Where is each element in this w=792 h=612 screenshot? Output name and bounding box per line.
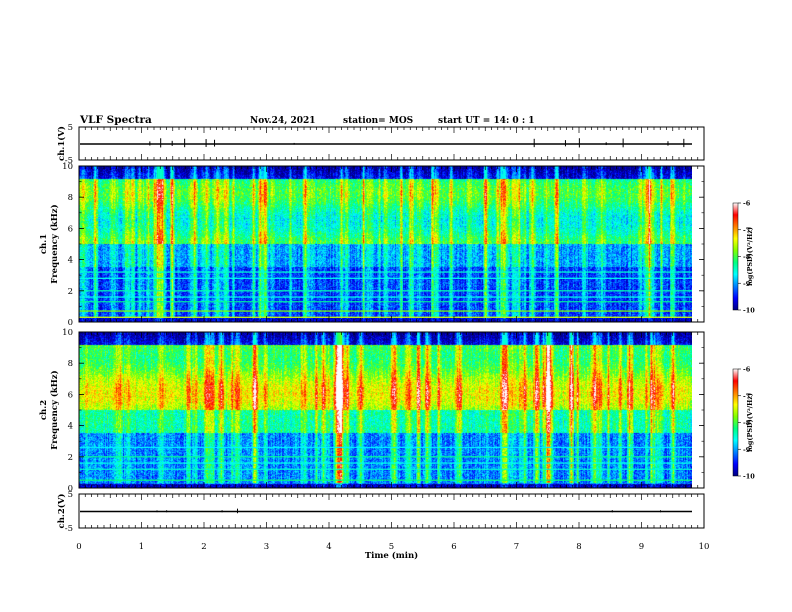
y-tick-label: 2 (68, 453, 73, 463)
y-axis-label: ch.2 (39, 400, 49, 420)
colorbar-label: log(PSD)(V²/Hz) (746, 393, 754, 452)
y-axis-label: ch.2(V) (56, 494, 67, 529)
y-tick-label: -5 (65, 156, 73, 166)
y-tick-label: 8 (68, 359, 73, 369)
y-tick-label: 5 (68, 123, 73, 133)
y-axis-label: ch.1 (39, 234, 49, 254)
colorbar-label: log(PSD)(V²/Hz) (746, 227, 754, 286)
colorbar-tick-label: -8 (743, 419, 751, 427)
x-tick-label: 6 (451, 542, 456, 552)
y-tick-label: 6 (68, 224, 73, 234)
y-tick-label: 0 (68, 484, 73, 494)
y-axis-label: Frequency (kHz) (49, 370, 60, 449)
x-tick-label: 4 (326, 542, 331, 552)
station-label: station= MOS (343, 116, 413, 126)
colorbar (732, 368, 739, 477)
y-axis-label: Frequency (kHz) (49, 204, 60, 283)
ch1-spectrogram-panel: 0 2 4 6 8 10 ch.1 Frequency (kHz) (39, 162, 705, 328)
x-tick-label: 1 (139, 542, 144, 552)
x-tick-label: 5 (389, 542, 394, 552)
y-tick-label: 5 (68, 490, 73, 500)
colorbar-tick-label: -9 (743, 280, 751, 288)
x-tick-label: 0 (76, 542, 81, 552)
spectrogram-image (79, 166, 692, 322)
colorbar-tick-label: -6 (743, 366, 751, 374)
colorbar-tick-label: -10 (743, 307, 755, 315)
x-tick-label: 9 (639, 542, 644, 552)
x-tick-label: 2 (201, 542, 206, 552)
y-tick-label: 0 (68, 318, 73, 328)
x-tick-label: 3 (264, 542, 269, 552)
y-tick-label: 10 (62, 328, 73, 338)
y-tick-label: -5 (65, 524, 73, 534)
x-axis-label: Time (min) (365, 550, 418, 561)
colorbar-tick-label: -7 (743, 392, 750, 400)
x-tick-label: 8 (576, 542, 581, 552)
time-axis: 0 1 2 3 4 5 6 7 8 9 10 Time (min) (76, 542, 709, 561)
colorbars: -6 -7 -8 -9 -10 log(PSD)(V²/Hz) -6 -7 -8 -9 -10 log… (732, 200, 755, 481)
colorbar-tick-label: -10 (743, 473, 755, 481)
colorbar-tick-label: -6 (743, 200, 751, 208)
y-axis-label: ch.1(V) (56, 126, 67, 161)
colorbar-tick-label: -8 (743, 253, 751, 261)
y-tick-label: 6 (68, 390, 73, 400)
colorbar (732, 202, 739, 311)
ch2-spectrogram-panel: 0 2 4 6 8 10 ch.2 Frequency (kHz) (39, 328, 705, 494)
y-tick-label: 4 (68, 422, 73, 432)
date-label: Nov.24, 2021 (250, 116, 316, 126)
y-tick-label: 4 (68, 256, 73, 266)
x-tick-label: 10 (699, 542, 710, 552)
start-time-label: start UT = 14: 0 : 1 (438, 116, 535, 126)
spectrogram-image (79, 332, 692, 488)
colorbar-tick-label: -7 (743, 226, 750, 234)
y-tick-label: 2 (68, 287, 73, 297)
colorbar-tick-label: -9 (743, 446, 751, 454)
ch1-waveform-panel: 5 -5ch.1(V) (56, 123, 705, 166)
y-tick-label: 8 (68, 193, 73, 203)
y-tick-label: 10 (62, 162, 73, 172)
figure-title: VLF Spectra (79, 114, 152, 126)
ch2-waveform-panel: 5 -5ch.2(V) (56, 490, 705, 534)
x-tick-label: 7 (514, 542, 519, 552)
